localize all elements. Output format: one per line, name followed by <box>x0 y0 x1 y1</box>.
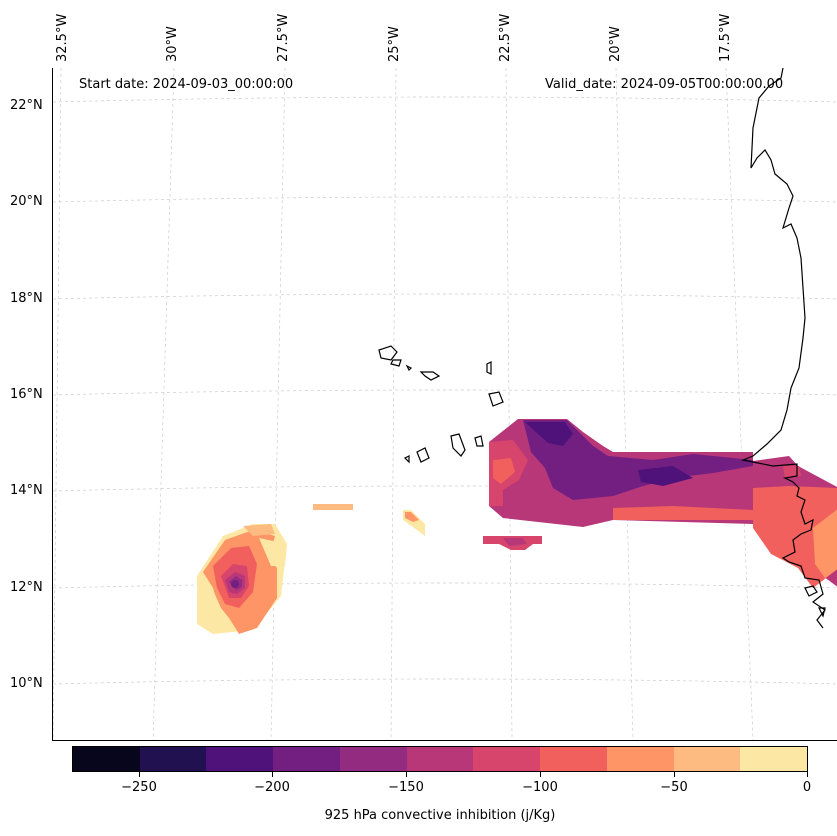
colorbar-segment-7 <box>540 747 607 771</box>
meridian-32-5w <box>53 68 62 740</box>
cape-verde-fogo <box>416 447 430 463</box>
parallel-20n <box>53 196 837 203</box>
cin-region-east-band <box>489 419 837 588</box>
parallel-18n <box>53 293 837 300</box>
start-date-text: Start date: 2024-09-03_00:00:00 <box>79 77 294 92</box>
colorbar-tick <box>674 772 675 777</box>
meridian-30w <box>152 68 175 740</box>
cape-verde-sal <box>486 361 492 375</box>
lat-label-12n: 12°N <box>10 580 43 595</box>
meridian-27-5w <box>270 68 286 740</box>
parallel-12n <box>53 582 837 589</box>
east-band-gambia-patch <box>783 466 801 478</box>
map-canvas <box>53 68 837 740</box>
east-band-east-light <box>813 509 837 578</box>
colorbar-segment-4 <box>339 747 407 771</box>
colorbar-tick <box>807 772 808 777</box>
sw-core <box>231 580 239 588</box>
coastlines <box>378 68 826 629</box>
west-africa-coastline <box>740 68 826 629</box>
lon-label-17-5w: 17.5°W <box>718 13 733 62</box>
colorbar-ticklabel-neg200: −200 <box>254 780 290 795</box>
colorbar-segment-1 <box>139 747 207 771</box>
parallel-16n <box>53 389 837 396</box>
cape-verde-maio <box>474 435 484 447</box>
lon-label-20w: 20°W <box>608 26 623 62</box>
colorbar-tick <box>139 772 140 777</box>
gridlines <box>53 68 837 740</box>
lon-label-27-5w: 27.5°W <box>276 13 291 62</box>
lon-label-25w: 25°W <box>387 26 402 62</box>
valid-date-text: Valid_date: 2024-09-05T00:00:00.00 <box>545 77 784 92</box>
lat-label-20n: 20°N <box>10 194 43 209</box>
east-band-purple-core <box>523 420 753 500</box>
colorbar-segment-2 <box>206 747 274 771</box>
lat-label-16n: 16°N <box>10 387 43 402</box>
lon-label-22-5w: 22.5°W <box>498 13 513 62</box>
cape-verde-santo-antao <box>378 345 398 361</box>
meridian-25w <box>390 68 397 740</box>
cape-verde-sao-nicolau <box>419 371 441 381</box>
patch-southeast-core <box>503 538 527 546</box>
colorbar-segment-10 <box>740 747 808 771</box>
colorbar-segment-8 <box>606 747 674 771</box>
cape-verde-boa-vista <box>488 391 504 407</box>
east-band-dark-core-2 <box>638 466 693 486</box>
lat-label-22n: 22°N <box>10 98 43 113</box>
colorbar-segment-5 <box>406 747 474 771</box>
colorbar-segment-6 <box>473 747 541 771</box>
colorbar-segment-3 <box>273 747 340 771</box>
colorbar-ticklabel-0: 0 <box>802 780 812 795</box>
colorbar-tick <box>540 772 541 777</box>
sw-yellow-top <box>259 538 287 566</box>
lat-label-14n: 14°N <box>10 483 43 498</box>
colorbar-segment-9 <box>673 747 741 771</box>
colorbar-tick <box>406 772 407 777</box>
cape-verde-santa-luzia <box>405 364 413 372</box>
east-band-dark-core <box>525 422 573 446</box>
cin-region-southwest-cluster <box>197 524 287 634</box>
colorbar-segment-0 <box>73 747 140 771</box>
colorbar-ticklabel-neg50: −50 <box>660 780 688 795</box>
meridian-20w <box>615 68 634 740</box>
colorbar-ticklabel-neg150: −150 <box>388 780 424 795</box>
cin-region-small-patches <box>313 504 542 550</box>
colorbar-label: 925 hPa convective inhibition (j/Kg) <box>324 808 556 823</box>
meridian-17-5w <box>725 68 754 740</box>
lat-label-10n: 10°N <box>10 676 43 691</box>
east-band-south-strip <box>613 506 753 520</box>
colorbar-ticklabel-neg100: −100 <box>522 780 558 795</box>
cape-verde-sao-vicente <box>390 359 402 367</box>
parallel-22n <box>53 96 837 103</box>
lat-label-18n: 18°N <box>10 291 43 306</box>
colorbar-tick <box>272 772 273 777</box>
patch-north <box>313 504 353 510</box>
lon-label-30w: 30°W <box>165 26 180 62</box>
meridian-22-5w <box>505 68 513 740</box>
sw-yellow-top-2 <box>243 524 275 536</box>
east-band-west-edge-light <box>493 458 515 484</box>
sw-yellow-left <box>197 588 229 634</box>
cape-verde-brava <box>403 455 410 464</box>
map-panel[interactable] <box>52 68 837 741</box>
colorbar <box>72 746 808 772</box>
patch-central-core <box>405 512 419 522</box>
lon-label-32-5w: 32.5°W <box>55 13 70 62</box>
cape-verde-santiago <box>450 433 466 457</box>
parallel-10n <box>53 678 837 685</box>
colorbar-ticklabel-neg250: −250 <box>121 780 157 795</box>
bijagos-islands <box>804 585 826 618</box>
